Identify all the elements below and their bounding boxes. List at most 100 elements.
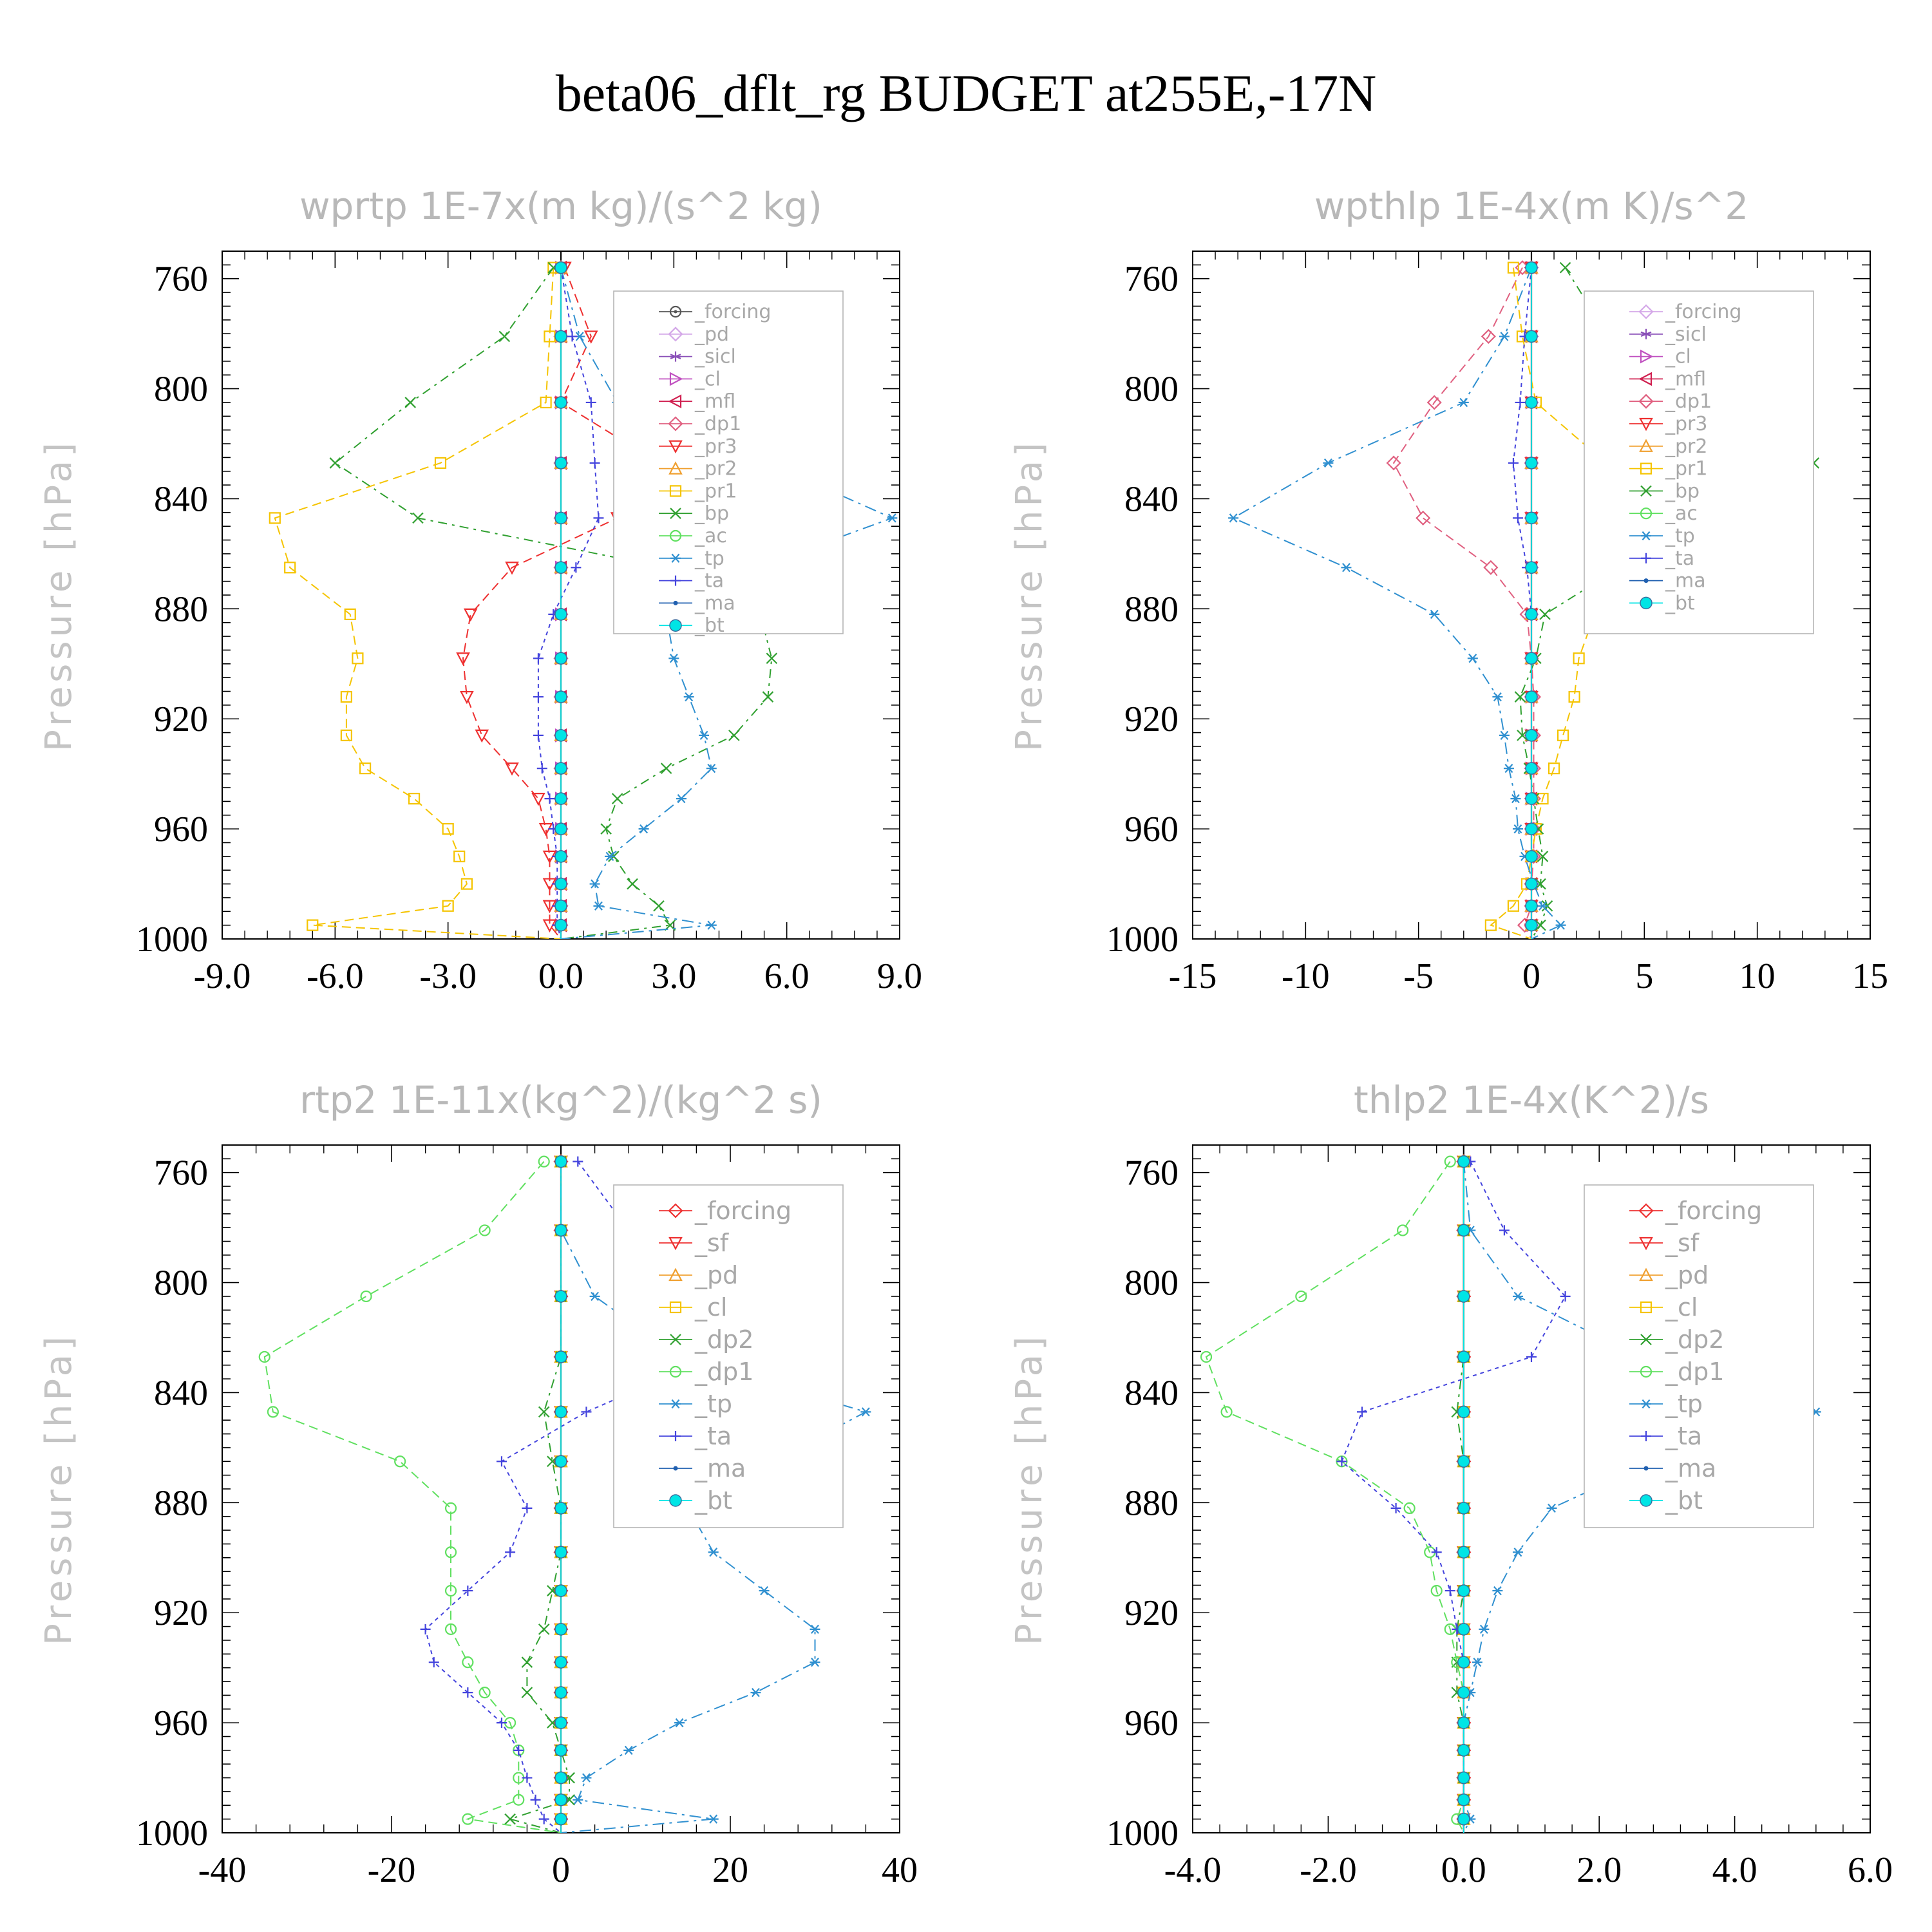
legend-item-sf: _sf xyxy=(1629,1229,1700,1257)
series-bt-point xyxy=(554,1656,567,1669)
series-bt-point xyxy=(554,330,567,343)
y-tick-label: 960 xyxy=(1124,810,1179,849)
series-ta-point xyxy=(462,1687,473,1698)
series-ta-point xyxy=(522,1772,533,1783)
series-dp1-point xyxy=(1444,1155,1456,1168)
legend-marker xyxy=(673,600,678,605)
legend-marker xyxy=(1643,578,1649,583)
series-bt-point xyxy=(1457,1405,1470,1419)
legend-item-tp: _tp xyxy=(1629,1390,1703,1418)
series-pr1 xyxy=(269,261,562,939)
series-ta-point xyxy=(420,1624,431,1634)
series-dp1-point xyxy=(267,1406,279,1418)
series-ta-point xyxy=(1526,1351,1537,1362)
legend-item-pr2: _pr2 xyxy=(1629,435,1707,458)
series-ta-point xyxy=(593,513,604,524)
series-bt-point xyxy=(1525,792,1538,805)
legend-marker xyxy=(1640,485,1652,497)
series-bt-point xyxy=(1457,1455,1470,1468)
series-tp-point xyxy=(1510,794,1521,804)
legend-item-ma: _ma xyxy=(1629,1454,1716,1482)
series-pr1-point xyxy=(340,729,352,741)
series-pr1-point xyxy=(1568,690,1580,703)
series-dp1-point xyxy=(444,1623,457,1635)
legend-box xyxy=(1584,290,1814,634)
series-pr3-point xyxy=(531,793,545,806)
y-tick-label: 840 xyxy=(1124,479,1179,519)
series-ta-point xyxy=(585,397,596,408)
series-dp1-line xyxy=(263,1160,562,1833)
series-bt-point xyxy=(1457,1224,1470,1237)
series-tp-point xyxy=(1555,920,1566,930)
legend-marker xyxy=(1640,507,1653,520)
legend-item-pr3: _pr3 xyxy=(659,435,737,458)
series-bt-point xyxy=(1457,1771,1470,1785)
series-ta-point xyxy=(533,653,544,664)
series-bt-point xyxy=(554,1716,567,1729)
legend-item-dp1: _dp1 xyxy=(659,413,741,435)
series-dp1-point xyxy=(1386,455,1401,471)
series-dp2-point xyxy=(538,1624,550,1635)
series-dp2 xyxy=(1451,1155,1470,1833)
series-pr3-point xyxy=(505,562,519,575)
series-bt-point xyxy=(554,561,567,574)
legend-label: _ma xyxy=(694,1454,746,1482)
series-bt xyxy=(554,261,567,939)
legend-label: _bp xyxy=(1665,480,1700,502)
series-bp-point xyxy=(498,330,511,343)
series-tp-point xyxy=(706,764,717,773)
legend-label: _ta xyxy=(1665,547,1694,570)
y-axis-label: Pressure [hPa] xyxy=(1009,439,1050,752)
y-axis-label: Pressure [hPa] xyxy=(38,1332,80,1645)
y-tick-label: 800 xyxy=(154,1264,208,1303)
legend-item-dp2: _dp2 xyxy=(659,1325,753,1354)
legend-marker xyxy=(668,1236,683,1251)
series-dp1-point xyxy=(444,1546,457,1558)
series-pr3-point xyxy=(505,762,519,776)
legend-marker xyxy=(1640,1494,1653,1507)
series-ta-point xyxy=(589,457,600,468)
legend-label: _forcing xyxy=(1665,1197,1762,1225)
series-tp-point xyxy=(887,513,898,523)
series-dp1-point xyxy=(444,1584,457,1597)
legend-marker xyxy=(1643,1466,1649,1471)
y-tick-label: 840 xyxy=(1124,1373,1179,1413)
series-ta-point xyxy=(1560,1291,1571,1302)
series-pr1-point xyxy=(453,850,466,862)
legend-item-cl: _cl xyxy=(1629,346,1691,368)
series-tp-point xyxy=(1512,824,1523,834)
panel-title: thlp2 1E-4x(K^2)/s xyxy=(1354,1078,1709,1122)
legend-marker xyxy=(670,507,681,519)
series-tp-point xyxy=(589,879,600,889)
legend-item-pr3: _pr3 xyxy=(1629,413,1707,435)
panel-title: wprtp 1E-7x(m kg)/(s^2 kg) xyxy=(299,184,822,228)
legend-marker xyxy=(1639,1236,1653,1251)
series-bt-point xyxy=(1525,850,1538,863)
y-tick-label: 960 xyxy=(154,1703,208,1743)
series-bt xyxy=(1525,261,1538,939)
legend: _forcing _sf _pd _cl _dp2 _dp1 _tp _ta _ma _bt xyxy=(613,1184,844,1528)
y-tick-label: 880 xyxy=(1124,589,1179,629)
y-axis-label: Pressure [hPa] xyxy=(1009,1332,1050,1645)
series-tp-point xyxy=(1503,764,1514,773)
series-tp-point xyxy=(1499,730,1510,740)
legend-item-bt: _bt xyxy=(659,614,724,637)
series-bt-point xyxy=(554,608,567,621)
series-dp1-point xyxy=(1416,510,1431,526)
tick-marks xyxy=(222,1145,900,1833)
series-tp-point xyxy=(1499,332,1510,341)
y-tick-label: 760 xyxy=(1124,260,1179,299)
legend-marker xyxy=(670,1431,681,1441)
series-ta-point xyxy=(1390,1502,1401,1513)
legend-marker xyxy=(1640,328,1652,339)
series-bt-point xyxy=(1525,396,1538,409)
legend-label: _tp xyxy=(1665,1390,1703,1418)
series-bt-point xyxy=(554,511,567,525)
y-tick-label: 880 xyxy=(154,1483,208,1523)
series-ta-point xyxy=(513,1745,524,1756)
legend-item-forcing: _forcing xyxy=(659,1197,791,1225)
x-tick-label: -10 xyxy=(1282,956,1330,996)
series-bt-point xyxy=(554,1793,567,1806)
y-tick-label: 760 xyxy=(154,1153,208,1193)
legend-marker xyxy=(668,327,683,342)
